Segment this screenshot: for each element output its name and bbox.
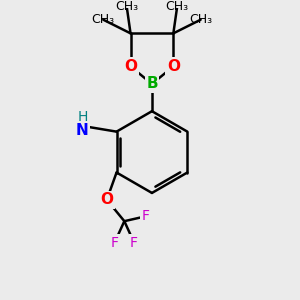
Text: N: N [76, 123, 89, 138]
Text: F: F [142, 209, 150, 223]
Text: CH₃: CH₃ [92, 13, 115, 26]
Text: CH₃: CH₃ [166, 0, 189, 13]
Text: CH₃: CH₃ [189, 13, 212, 26]
Text: O: O [167, 59, 180, 74]
Text: F: F [130, 236, 138, 250]
Text: O: O [100, 192, 113, 207]
Text: B: B [146, 76, 158, 92]
Text: H: H [77, 110, 88, 124]
Text: CH₃: CH₃ [115, 0, 138, 13]
Text: F: F [111, 236, 119, 250]
Text: O: O [124, 59, 137, 74]
